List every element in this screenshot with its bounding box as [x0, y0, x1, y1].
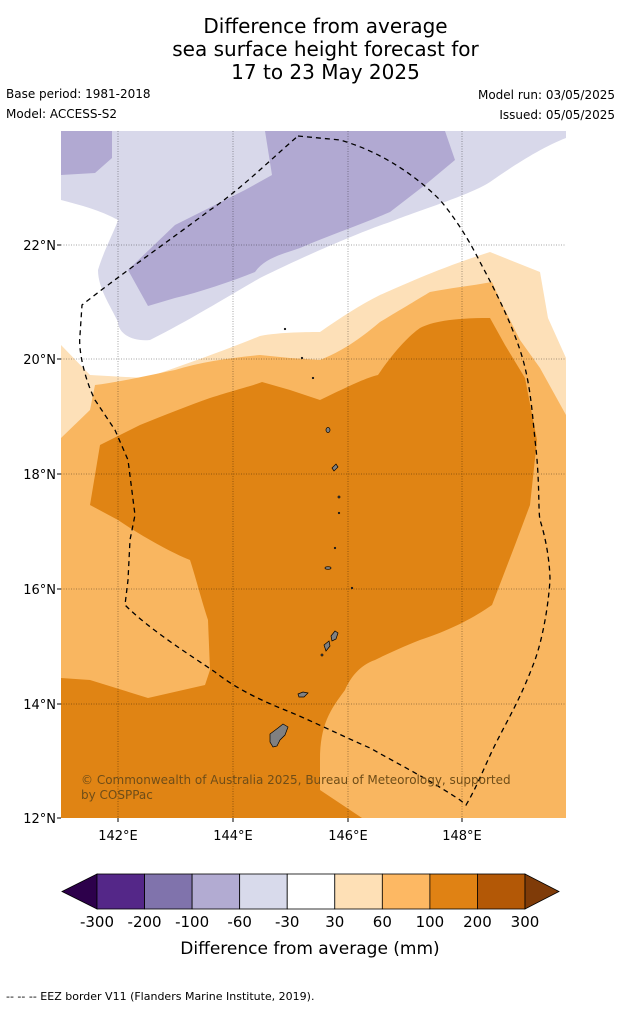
title-line-1: Difference from average [203, 14, 448, 38]
title-line-3: 17 to 23 May 2025 [231, 60, 420, 84]
colorbar-segment [191, 873, 241, 910]
lat-label-20n: 20°N [23, 353, 56, 368]
contour-medium-purple-2 [128, 131, 455, 306]
lat-label-16n: 16°N [23, 583, 56, 598]
colorbar-tick-label: -200 [128, 913, 162, 931]
lat-label-14n: 14°N [23, 698, 56, 713]
colorbar-segment [381, 873, 431, 910]
island-sarigan [333, 546, 337, 550]
colorbar-tick-label: 60 [373, 913, 392, 931]
axis-ticks [57, 244, 463, 822]
colorbar-tick-labels: -300 -200 -100 -60 -30 30 60 100 200 300 [80, 913, 539, 931]
colorbar-segment [96, 873, 145, 910]
colorbar-segment [429, 873, 478, 910]
colorbar-tick-label: 200 [463, 913, 492, 931]
colorbar-extend-high [524, 873, 560, 910]
colorbar-tick-label: -60 [227, 913, 252, 931]
copyright-line-1: © Commonwealth of Australia 2025, Bureau… [81, 773, 511, 787]
island-tinian [323, 640, 331, 652]
lon-label-142e: 142°E [98, 829, 138, 844]
island-guam [269, 723, 289, 748]
title-line-2: sea surface height forecast for [172, 37, 479, 61]
island-farallon-de-medinilla [350, 586, 354, 590]
copyright-text-2: by COSPPac [81, 788, 153, 802]
island-saipan [330, 630, 339, 642]
island-alamagan [337, 495, 341, 499]
map-fill-layer [61, 131, 566, 818]
island-pagan [331, 463, 339, 472]
model-text: Model: ACCESS-S2 [6, 107, 118, 121]
lon-label-146e: 146°E [328, 829, 368, 844]
island-maug [300, 356, 304, 360]
colorbar-tick-label: 300 [511, 913, 540, 931]
island-guguan [337, 511, 341, 515]
base-period-text: Base period: 1981-2018 [6, 87, 151, 101]
map-title: Difference from average sea surface heig… [0, 15, 621, 84]
colorbar-segment [334, 873, 383, 910]
graticule [61, 131, 566, 818]
copyright-text-1: © Commonwealth of Australia 2025, Bureau… [81, 773, 511, 787]
island-aguijan [320, 653, 324, 657]
eez-legend-note: -- -- -- EEZ border V11 (Flanders Marine… [6, 990, 315, 1003]
lat-label-18n: 18°N [23, 468, 56, 483]
lat-label-22n: 22°N [23, 239, 56, 254]
contour-dark-orange [61, 318, 537, 818]
issued-text: Issued: 05/05/2025 [499, 108, 615, 122]
lon-label-144e: 144°E [213, 829, 253, 844]
colorbar-tick-label: -100 [175, 913, 209, 931]
lon-label-148e: 148°E [442, 829, 482, 844]
island-farallon-de-pajaros [283, 327, 287, 331]
island-anatahan [324, 566, 332, 570]
colorbar-tick-label: 30 [325, 913, 344, 931]
islands [269, 327, 354, 748]
colorbar [61, 873, 560, 910]
island-asuncion [311, 376, 315, 380]
colorbar-tick-label: 100 [416, 913, 445, 931]
latitude-labels: 22°N 20°N 18°N 16°N 14°N 12°N [23, 239, 56, 827]
colorbar-segment [286, 873, 336, 910]
island-rota [297, 691, 309, 698]
model-run-text: Model run: 03/05/2025 [477, 88, 615, 102]
colorbar-segment [477, 873, 526, 910]
eez-border [79, 135, 551, 806]
lat-label-12n: 12°N [23, 812, 56, 827]
island-agrihan [325, 427, 331, 433]
sea-height-map: © Commonwealth of Australia 2025, Bureau… [23, 131, 566, 959]
longitude-labels: 142°E 144°E 146°E 148°E [98, 829, 482, 844]
copyright-line-2: by COSPPac [81, 788, 153, 802]
colorbar-segment [239, 873, 288, 910]
colorbar-tick-label: -30 [275, 913, 300, 931]
colorbar-title: Difference from average (mm) [180, 939, 439, 959]
colorbar-segment [144, 873, 193, 910]
contour-medium-purple [61, 131, 112, 175]
colorbar-tick-label: -300 [80, 913, 114, 931]
colorbar-extend-low [61, 873, 98, 910]
